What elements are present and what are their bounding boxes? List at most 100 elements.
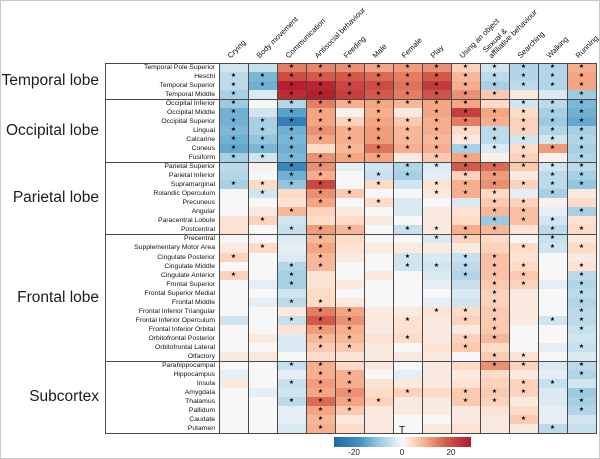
heatmap-cell: ★ xyxy=(509,243,538,254)
heatmap-cell xyxy=(219,171,248,181)
significance-star: ★ xyxy=(520,145,527,152)
heatmap-cell: ★ xyxy=(509,162,538,172)
significance-star: ★ xyxy=(520,73,527,80)
significance-star: ★ xyxy=(288,208,295,215)
row-label: Frontal Inferior Orbital xyxy=(148,325,215,333)
significance-star: ★ xyxy=(462,190,469,197)
heatmap-cell: ★ xyxy=(567,387,596,398)
heatmap-cell: ★ xyxy=(335,90,364,100)
significance-star: ★ xyxy=(433,235,440,242)
significance-star: ★ xyxy=(462,307,469,314)
grid-line xyxy=(105,162,597,164)
significance-star: ★ xyxy=(549,64,556,70)
heatmap-cell: ★ xyxy=(538,234,567,245)
heatmap-cell xyxy=(538,333,567,344)
heatmap-cell: ★ xyxy=(538,423,567,434)
heatmap-cell: ★ xyxy=(248,153,277,163)
heatmap-cell xyxy=(393,279,422,290)
heatmap-cell xyxy=(248,162,277,172)
heatmap-cell: ★ xyxy=(277,396,306,407)
significance-star: ★ xyxy=(462,118,469,125)
significance-star: ★ xyxy=(230,82,237,89)
row-label: Thalamus xyxy=(185,397,215,405)
heatmap-cell xyxy=(277,234,306,245)
grid-line xyxy=(596,63,597,434)
heatmap-cell xyxy=(393,108,422,118)
heatmap-cell xyxy=(248,90,277,100)
heatmap-cell: ★ xyxy=(422,234,451,245)
heatmap-cell xyxy=(422,216,451,227)
heatmap-cell: ★ xyxy=(538,135,567,145)
significance-star: ★ xyxy=(462,262,469,269)
heatmap-cell: ★ xyxy=(306,198,335,208)
heatmap-cell: ★ xyxy=(567,225,596,236)
significance-star: ★ xyxy=(230,100,237,107)
heatmap-cell: ★ xyxy=(393,261,422,272)
heatmap-cell xyxy=(248,234,277,245)
row-label: Frontal Superior xyxy=(166,280,215,288)
significance-star: ★ xyxy=(288,316,295,323)
grid-line xyxy=(451,63,452,434)
significance-star: ★ xyxy=(346,154,353,161)
significance-star: ★ xyxy=(520,127,527,134)
heatmap-cell: ★ xyxy=(393,252,422,263)
significance-star: ★ xyxy=(491,271,498,278)
significance-star: ★ xyxy=(346,136,353,143)
significance-star: ★ xyxy=(230,136,237,143)
heatmap-cell: ★ xyxy=(306,162,335,172)
significance-star: ★ xyxy=(259,217,266,224)
significance-star: ★ xyxy=(549,136,556,143)
heatmap-cell xyxy=(567,189,596,199)
row-label: Heschl xyxy=(194,73,215,81)
significance-star: ★ xyxy=(549,235,556,242)
heatmap-cell: ★ xyxy=(422,72,451,82)
significance-star: ★ xyxy=(288,82,295,89)
heatmap-cell xyxy=(422,333,451,344)
heatmap-cell xyxy=(219,342,248,353)
grid-line xyxy=(105,360,597,362)
heatmap-cell: ★ xyxy=(509,261,538,272)
heatmap-cell xyxy=(451,360,480,371)
heatmap-cell xyxy=(335,216,364,227)
heatmap-cell xyxy=(248,99,277,109)
heatmap-cell: ★ xyxy=(277,225,306,236)
grid-line xyxy=(105,63,597,64)
heatmap-cell: ★ xyxy=(364,198,393,208)
heatmap-cell xyxy=(306,270,335,281)
significance-star: ★ xyxy=(375,82,382,89)
heatmap-cell: ★ xyxy=(509,63,538,73)
heatmap-cell xyxy=(248,108,277,118)
significance-star: ★ xyxy=(317,388,324,395)
significance-star: ★ xyxy=(578,298,585,305)
heatmap-cell xyxy=(538,261,567,272)
significance-star: ★ xyxy=(520,64,527,70)
significance-star: ★ xyxy=(549,424,556,431)
significance-star: ★ xyxy=(462,334,469,341)
heatmap-cell: ★ xyxy=(451,315,480,326)
significance-star: ★ xyxy=(346,64,353,70)
grid-line xyxy=(248,63,249,434)
significance-star: ★ xyxy=(317,343,324,350)
significance-star: ★ xyxy=(520,217,527,224)
heatmap-cell: ★ xyxy=(393,99,422,109)
heatmap-cell xyxy=(335,171,364,181)
heatmap-cell: ★ xyxy=(480,360,509,371)
row-label: Parietal Inferior xyxy=(168,172,215,180)
heatmap-cell: ★ xyxy=(306,126,335,136)
significance-star: ★ xyxy=(404,82,411,89)
heatmap-cell: ★ xyxy=(306,171,335,181)
significance-star: ★ xyxy=(520,118,527,125)
heatmap-cell xyxy=(538,351,567,362)
significance-star: ★ xyxy=(462,316,469,323)
heatmap-cell xyxy=(364,207,393,217)
heatmap-cell: ★ xyxy=(306,315,335,326)
significance-star: ★ xyxy=(288,73,295,80)
heatmap-cell: ★ xyxy=(480,162,509,172)
heatmap-cell: ★ xyxy=(306,378,335,389)
heatmap-cell: ★ xyxy=(538,315,567,326)
heatmap-cell: ★ xyxy=(451,171,480,181)
grid-line xyxy=(277,63,278,434)
heatmap-cell xyxy=(480,405,509,416)
significance-star: ★ xyxy=(375,91,382,98)
heatmap-cell xyxy=(393,198,422,208)
